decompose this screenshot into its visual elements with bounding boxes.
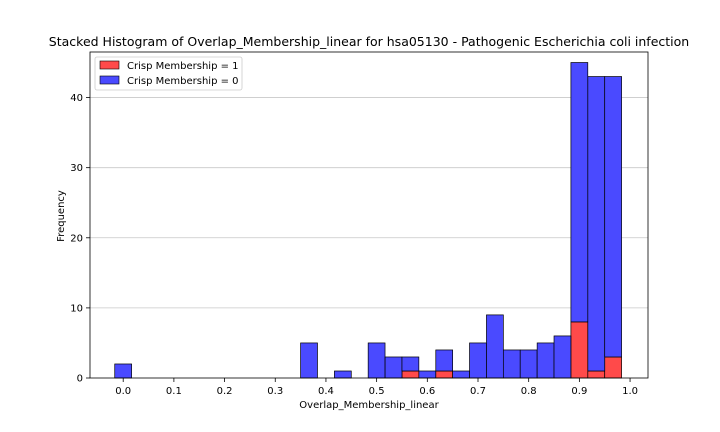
bar-crisp-0: [418, 370, 437, 379]
bars: [114, 62, 622, 379]
legend-swatch-crisp-0: [99, 75, 120, 85]
y-tick-label: 10: [70, 303, 83, 314]
y-axis-label: Frequency: [56, 190, 67, 242]
bar-crisp-0: [384, 356, 403, 379]
legend-label-crisp-1: Crisp Membership = 1: [127, 61, 239, 72]
bar-crisp-1: [435, 370, 454, 379]
x-tick-label: 0.3: [267, 386, 283, 397]
y-tick-label: 0: [77, 374, 83, 385]
bar-crisp-0: [553, 335, 572, 379]
bar-crisp-0: [519, 349, 538, 379]
bar-crisp-0: [604, 76, 622, 358]
plot-frame: [89, 51, 649, 379]
legend-swatch-crisp-1: [99, 60, 120, 70]
legend-label-crisp-0: Crisp Membership = 0: [127, 76, 239, 87]
x-tick-label: 0.7: [470, 386, 486, 397]
y-tick-label: 40: [70, 93, 83, 104]
bar-crisp-0: [334, 370, 352, 379]
bar-crisp-0: [469, 342, 487, 379]
bar-crisp-0: [435, 349, 454, 372]
bar-crisp-0: [300, 342, 318, 379]
chart-title: Stacked Histogram of Overlap_Membership_…: [49, 34, 689, 49]
x-tick-label: 0.6: [419, 386, 435, 397]
y-tick-label: 20: [70, 233, 83, 244]
bar-crisp-1: [587, 370, 606, 379]
x-axis-label: Overlap_Membership_linear: [299, 400, 439, 411]
x-tick-label: 0.8: [521, 386, 537, 397]
legend-box: [94, 56, 243, 91]
bar-crisp-0: [486, 314, 504, 379]
y-axis-ticks: 0 10 20 30 40: [70, 93, 90, 385]
x-tick-label: 0.9: [571, 386, 587, 397]
y-tick-label: 30: [70, 163, 83, 174]
bar-crisp-0: [401, 356, 420, 372]
bar-crisp-1: [604, 356, 622, 379]
bar-crisp-0: [114, 363, 132, 379]
bar-crisp-0: [587, 76, 606, 372]
x-tick-label: 0.1: [166, 386, 182, 397]
x-tick-label: 1.0: [622, 386, 638, 397]
bar-crisp-0: [452, 370, 470, 379]
x-tick-label: 0.0: [115, 386, 131, 397]
x-axis-ticks: 0.0 0.1 0.2 0.3 0.4 0.5 0.6 0.7 0.8 0.9 1.0: [115, 378, 638, 397]
x-tick-label: 0.5: [369, 386, 385, 397]
bar-crisp-0: [367, 342, 386, 379]
bar-crisp-1: [401, 370, 420, 379]
x-tick-label: 0.2: [217, 386, 233, 397]
gridlines: [90, 97, 648, 309]
bar-crisp-0: [502, 349, 521, 379]
x-tick-label: 0.4: [318, 386, 334, 397]
legend: Crisp Membership = 1 Crisp Membership = …: [94, 56, 243, 91]
bar-crisp-0: [536, 342, 555, 379]
bar-crisp-0: [570, 62, 589, 323]
bar-crisp-1: [570, 321, 589, 379]
